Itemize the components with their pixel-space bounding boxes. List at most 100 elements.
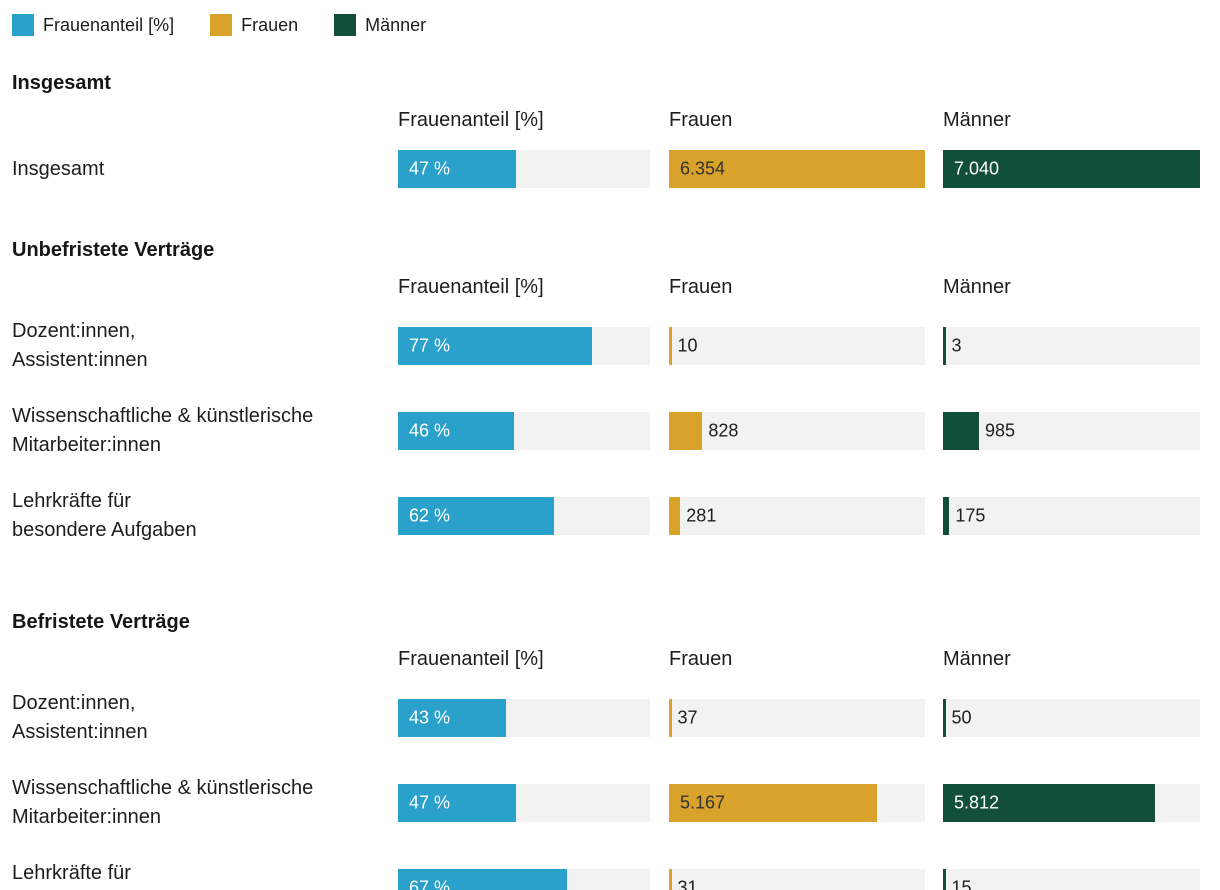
frauenanteil-bar	[398, 784, 517, 822]
bar-cell-frauenanteil: 62 %	[398, 497, 650, 535]
maenner-bar	[943, 150, 1200, 188]
bar-track: 46 %	[398, 412, 650, 450]
row-label-line: Assistent:innen	[12, 349, 148, 371]
maenner-bar	[943, 869, 946, 890]
bar-value: 37	[677, 707, 698, 728]
section-title: Befristete Verträge	[12, 611, 190, 633]
bar-cell-frauen: 828	[669, 412, 925, 450]
column-header-frauenanteil: Frauenanteil [%]	[398, 648, 544, 670]
bar-cell-frauenanteil: 43 %	[398, 699, 650, 737]
bar-cell-maenner: 15	[943, 869, 1200, 890]
frauen-bar	[669, 784, 878, 822]
bar-track: 5.167	[669, 784, 925, 822]
bar-cell-maenner: 3	[943, 327, 1200, 365]
row-label-line: besondere Aufgaben	[12, 519, 197, 541]
legend: Frauenanteil [%] Frauen Männer	[12, 14, 1200, 36]
bar-value: 175	[955, 505, 986, 526]
bar-value: 828	[708, 420, 739, 441]
column-header-maenner: Männer	[943, 276, 1011, 298]
legend-item-frauenanteil: Frauenanteil [%]	[12, 14, 174, 36]
section-befristete: Befristete Verträge Frauenanteil [%] Fraue…	[12, 611, 1200, 890]
row-label-line: Wissenschaftliche & künstlerische	[12, 777, 314, 799]
bar-value: 281	[686, 505, 717, 526]
frauen-bar	[669, 869, 672, 890]
maenner-bar	[943, 497, 950, 535]
bar-value: 50	[951, 707, 972, 728]
frauenanteil-bar	[398, 497, 555, 535]
row-label-line: Dozent:innen,	[12, 320, 136, 342]
bar-track: 7.040	[943, 150, 1200, 188]
frauen-bar	[669, 150, 925, 188]
bar-value: 77 %	[409, 335, 451, 356]
chart-row: Insgesamt 47 % 6.354 7.040	[12, 150, 1200, 188]
row-label-line: Insgesamt	[12, 157, 105, 180]
bar-value: 5.812	[954, 792, 1000, 813]
bar-value: 67 %	[409, 877, 451, 890]
bar-value: 985	[985, 420, 1016, 441]
bar-track: 77 %	[398, 327, 650, 365]
section-title: Insgesamt	[12, 72, 111, 94]
frauenanteil-bar	[398, 150, 517, 188]
bar-track: 50	[943, 699, 1200, 737]
chart-row: Dozent:innen, Assistent:innen 43 % 37 50	[12, 689, 1200, 747]
legend-swatch-frauen	[210, 14, 233, 36]
bar-track: 10	[669, 327, 925, 365]
bar-value: 6.354	[680, 158, 726, 179]
bar-cell-maenner: 175	[943, 497, 1200, 535]
column-header-maenner: Männer	[943, 648, 1011, 670]
bar-value: 15	[951, 877, 972, 890]
bar-value: 62 %	[409, 505, 451, 526]
legend-label: Frauenanteil [%]	[43, 14, 175, 35]
bar-cell-frauenanteil: 77 %	[398, 327, 650, 365]
bar-track: 6.354	[669, 150, 925, 188]
bar-track: 37	[669, 699, 925, 737]
bar-value: 3	[951, 335, 962, 356]
frauenanteil-bar	[398, 412, 514, 450]
column-header-row: Frauenanteil [%] Frauen Männer	[12, 109, 1200, 132]
bar-cell-frauen: 5.167	[669, 784, 925, 822]
row-label-line: Lehrkräfte für	[12, 862, 131, 884]
bar-cell-frauen: 6.354	[669, 150, 925, 188]
frauenanteil-bar	[398, 869, 567, 890]
bar-track: 828	[669, 412, 925, 450]
row-label-line: Wissenschaftliche & künstlerische	[12, 405, 314, 427]
section-unbefristete: Unbefristete Verträge Frauenanteil [%] Fra…	[12, 239, 1200, 545]
frauen-bar	[669, 497, 681, 535]
maenner-bar	[943, 327, 946, 365]
chart-row: Lehrkräfte für besondere Aufgaben 62 % 281 1…	[12, 487, 1200, 545]
bar-cell-frauenanteil: 67 %	[398, 869, 650, 890]
row-label: Dozent:innen, Assistent:innen	[12, 317, 398, 375]
section-title: Unbefristete Verträge	[12, 239, 215, 261]
frauenanteil-bar	[398, 699, 507, 737]
bar-track: 67 %	[398, 869, 650, 890]
bar-track: 3	[943, 327, 1200, 365]
bar-track: 47 %	[398, 784, 650, 822]
bar-value: 47 %	[409, 158, 451, 179]
bar-cell-maenner: 985	[943, 412, 1200, 450]
legend-swatch-maenner	[334, 14, 357, 36]
bar-cell-frauen: 37	[669, 699, 925, 737]
column-header-frauen: Frauen	[669, 648, 733, 670]
legend-item-frauen: Frauen	[210, 14, 298, 36]
bar-cell-maenner: 7.040	[943, 150, 1200, 188]
bar-cell-frauenanteil: 47 %	[398, 150, 650, 188]
column-header-frauen: Frauen	[669, 109, 733, 131]
row-label-line: Dozent:innen,	[12, 692, 136, 714]
frauenanteil-bar	[398, 327, 592, 365]
bar-track: 31	[669, 869, 925, 890]
bar-cell-frauen: 10	[669, 327, 925, 365]
legend-swatch-frauenanteil	[12, 14, 34, 36]
bar-track: 175	[943, 497, 1200, 535]
bar-value: 10	[677, 335, 698, 356]
row-label: Dozent:innen, Assistent:innen	[12, 689, 398, 747]
row-label: Insgesamt	[12, 155, 398, 184]
bar-track: 15	[943, 869, 1200, 890]
frauen-bar	[669, 412, 703, 450]
bar-track: 47 %	[398, 150, 650, 188]
bar-value: 5.167	[680, 792, 726, 813]
bar-cell-frauenanteil: 47 %	[398, 784, 650, 822]
chart-row: Wissenschaftliche & künstlerische Mitarbe…	[12, 774, 1200, 832]
column-header-row: Frauenanteil [%] Frauen Männer	[12, 276, 1200, 299]
frauen-bar	[669, 327, 672, 365]
